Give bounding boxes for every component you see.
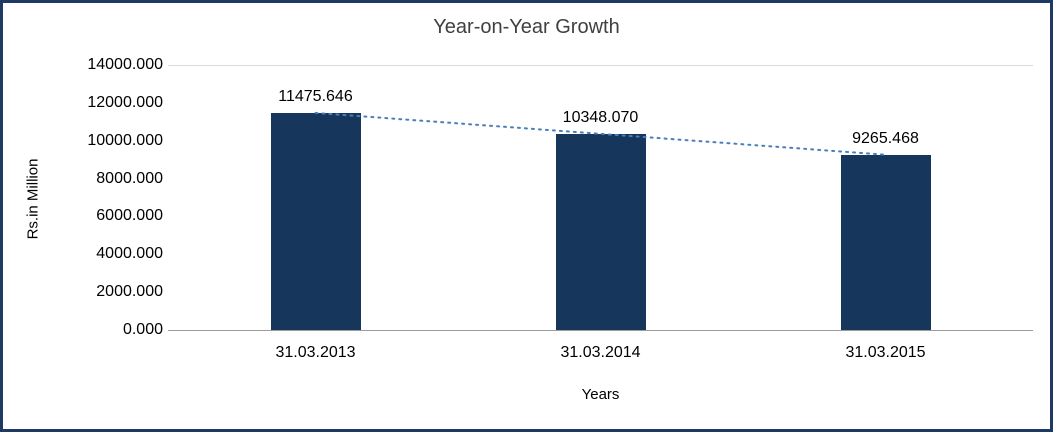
bar bbox=[270, 112, 361, 330]
y-tick-label: 0.000 bbox=[122, 321, 163, 338]
bar bbox=[555, 134, 646, 330]
x-category-label: 31.03.2014 bbox=[560, 344, 641, 361]
y-tick-label: 14000.000 bbox=[87, 56, 163, 73]
y-tick-label: 4000.000 bbox=[96, 245, 163, 263]
y-tick-label: 6000.000 bbox=[96, 207, 163, 225]
x-category-label: 31.03.2015 bbox=[845, 344, 926, 361]
y-tick-label: 2000.000 bbox=[96, 283, 163, 301]
top-gridline bbox=[168, 65, 1033, 66]
bar-value-label: 9265.468 bbox=[852, 129, 919, 147]
bar bbox=[840, 154, 931, 330]
x-axis-line bbox=[168, 330, 1033, 331]
chart-title: Year-on-Year Growth bbox=[433, 16, 620, 38]
y-tick-label: 10000.000 bbox=[87, 131, 163, 149]
x-category-label: 31.03.2013 bbox=[275, 344, 356, 361]
y-axis-tick-labels: 0.000 2000.000 4000.000 6000.000 8000.000 100… bbox=[53, 3, 163, 429]
x-axis-title: Years bbox=[581, 386, 620, 403]
bar-value-label: 11475.646 bbox=[278, 87, 353, 105]
y-tick-label: 12000.000 bbox=[87, 93, 163, 111]
y-tick-label: 8000.000 bbox=[96, 169, 163, 187]
bar-value-label: 10348.070 bbox=[562, 109, 639, 127]
plot-area: 11475.646 31.03.2013 10348.070 31.03.2014 92… bbox=[3, 3, 1050, 429]
